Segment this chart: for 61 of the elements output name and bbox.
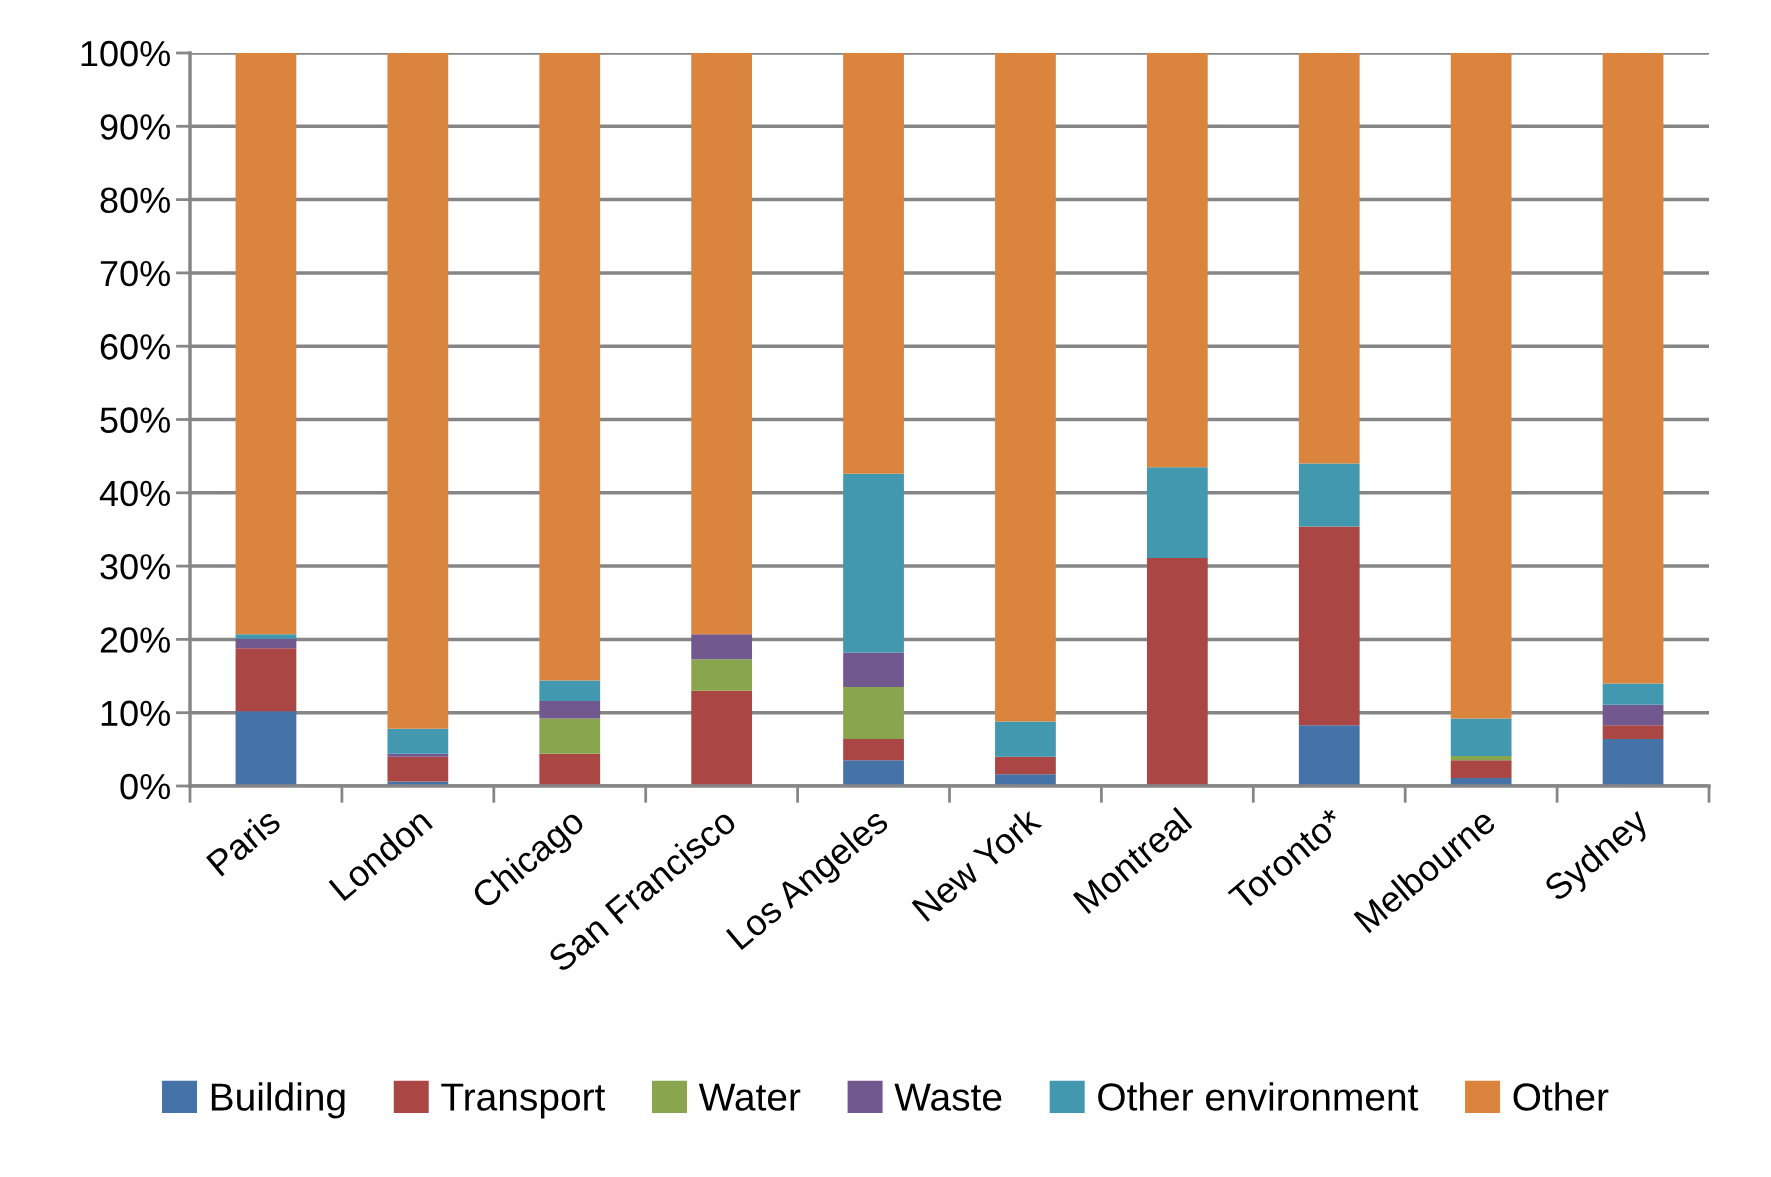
y-tick-label: 60%: [100, 334, 170, 360]
y-tick-label: 70%: [100, 260, 170, 287]
bar: [1602, 725, 1664, 740]
bar: [1298, 526, 1360, 726]
bar: [235, 638, 297, 649]
bar: [1602, 53, 1664, 684]
bar: [1146, 558, 1208, 786]
bar: [691, 690, 753, 786]
y-tick-label: 30%: [100, 553, 170, 580]
y-tick-label: 90%: [100, 114, 170, 140]
bar: [843, 687, 904, 740]
legend-label: Waste: [894, 1083, 1002, 1111]
bar: [1146, 467, 1208, 559]
legend-label: Other environment: [1098, 1082, 1419, 1111]
bar: [691, 53, 753, 635]
bar: [235, 648, 297, 712]
bar: [843, 739, 904, 761]
y-tick-label: 40%: [99, 480, 170, 507]
bar: [539, 53, 601, 681]
bar: [387, 53, 449, 729]
bar: [843, 652, 904, 688]
legend-label: Water: [698, 1083, 801, 1111]
bar: [843, 473, 904, 653]
bar: [691, 634, 753, 660]
bar: [1298, 463, 1360, 527]
bar: [995, 53, 1056, 722]
legend-label: Transport: [441, 1083, 606, 1119]
y-tick-label: 50%: [100, 407, 170, 433]
bar: [387, 753, 449, 757]
bar: [539, 753, 601, 786]
legend-label: Other: [1513, 1082, 1609, 1111]
x-tick-label: New York: [910, 805, 1043, 922]
bar: [539, 680, 601, 701]
bar: [539, 700, 601, 719]
bar: [1602, 683, 1664, 705]
y-tick-label: 100%: [81, 40, 170, 67]
bar: [1450, 755, 1512, 761]
bar: [387, 756, 449, 782]
bar: [843, 53, 904, 474]
bar: [387, 728, 449, 754]
bar: [235, 53, 297, 635]
bar: [1450, 718, 1512, 756]
bar: [1450, 760, 1512, 778]
y-tick-label: 80%: [100, 187, 170, 214]
bar: [995, 721, 1056, 757]
legend-label: Building: [211, 1082, 345, 1119]
bar: [1146, 53, 1208, 468]
bar: [539, 718, 601, 754]
bar: [235, 711, 297, 786]
y-tick-label: 10%: [101, 700, 170, 727]
bar: [1298, 53, 1360, 464]
y-tick-label: 0%: [120, 773, 170, 800]
bar: [1450, 53, 1512, 719]
bar: [691, 659, 753, 691]
bar: [1298, 725, 1360, 786]
y-tick-label: 20%: [100, 627, 170, 653]
bar: [1602, 739, 1664, 786]
bar: [235, 634, 297, 639]
bar: [995, 756, 1056, 775]
bar: [1602, 704, 1664, 726]
bar: [843, 760, 904, 786]
